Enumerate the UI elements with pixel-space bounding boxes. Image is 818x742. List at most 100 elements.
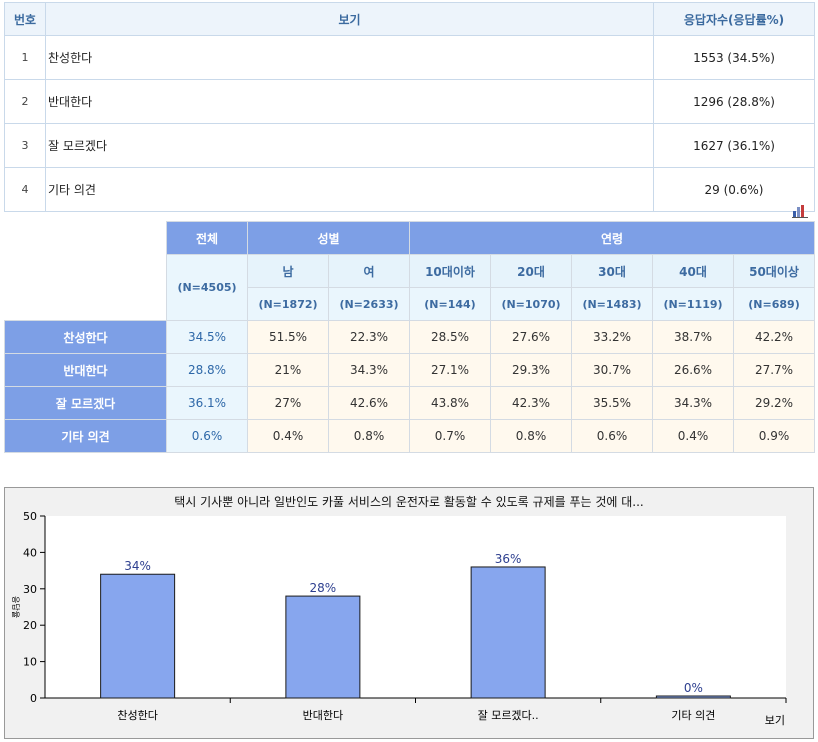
x-tick-label: 기타 의견 — [671, 709, 715, 722]
row-number: 1 — [4, 35, 46, 80]
table-row: 2 반대한다 1296 (28.8%) — [4, 79, 815, 124]
cell-value: 42.2% — [732, 320, 816, 354]
chart-bar — [100, 573, 176, 699]
sub-n: (N=2633) — [328, 287, 410, 321]
response-bar-chart: 택시 기사뿐 아니라 일반인도 카풀 서비스의 운전자로 활동할 수 있도록 규… — [4, 487, 814, 739]
cell-value: 27.6% — [490, 320, 572, 354]
cell-value: 0.7% — [409, 419, 491, 453]
header-option: 보기 — [45, 2, 654, 36]
sub-header: 10대이하 — [409, 254, 491, 288]
y-tick-label: 20 — [23, 619, 37, 632]
y-tick-label: 10 — [23, 656, 37, 669]
row-number: 4 — [4, 167, 46, 212]
table-row: 4 기타 의견 29 (0.6%) — [4, 167, 815, 212]
crosstab-table: 전체 성별 연령 (N=4505) 남 여 10대이하 20대 30대 40대 … — [4, 221, 816, 453]
cell-value: 34.3% — [328, 353, 410, 387]
table-row: 기타 의견 0.6% 0.4% 0.8% 0.7% 0.8% 0.6% 0.4%… — [4, 419, 816, 453]
cell-value: 0.6% — [571, 419, 653, 453]
sub-n: (N=1070) — [490, 287, 572, 321]
cell-value: 0.4% — [652, 419, 734, 453]
y-tick-label: 50 — [23, 510, 37, 523]
response-summary-table: 번호 보기 응답자수(응답률%) 1 찬성한다 1553 (34.5%) 2 반… — [4, 2, 815, 212]
bar-value-label: 28% — [310, 581, 337, 595]
sub-n: (N=689) — [732, 287, 816, 321]
cell-value: 30.7% — [571, 353, 653, 387]
bar-value-label: 36% — [495, 552, 522, 566]
row-count: 1553 (34.5%) — [653, 35, 815, 80]
sub-header: 30대 — [571, 254, 653, 288]
crosstab-subheader-row: (N=4505) 남 여 10대이하 20대 30대 40대 50대이상 — [5, 254, 816, 321]
cell-value: 0.8% — [328, 419, 410, 453]
crosstab-n-row: (N=1872) (N=2633) (N=144) (N=1070) (N=14… — [5, 287, 816, 321]
row-option: 기타 의견 — [45, 167, 654, 212]
row-number: 2 — [4, 79, 46, 124]
table-row: 찬성한다 34.5% 51.5% 22.3% 28.5% 27.6% 33.2%… — [4, 320, 816, 354]
row-label: 잘 모르겠다 — [4, 386, 167, 420]
group-age-header: 연령 — [408, 221, 816, 255]
chart-bar — [285, 595, 361, 699]
row-option: 잘 모르겠다 — [45, 123, 654, 168]
cell-value: 34.3% — [652, 386, 734, 420]
y-tick-label: 0 — [30, 692, 37, 705]
y-tick-label: 40 — [23, 546, 37, 559]
cell-value: 27.1% — [409, 353, 491, 387]
cell-value: 33.2% — [571, 320, 653, 354]
chart-bar — [655, 695, 731, 699]
table-row: 3 잘 모르겠다 1627 (36.1%) — [4, 123, 815, 168]
group-gender-header: 성별 — [247, 221, 410, 255]
row-number: 3 — [4, 123, 46, 168]
cell-value: 21% — [247, 353, 329, 387]
cell-value: 43.8% — [409, 386, 491, 420]
cell-value: 28.5% — [409, 320, 491, 354]
cell-value: 42.6% — [328, 386, 410, 420]
row-total: 0.6% — [166, 419, 248, 453]
sub-header: 20대 — [490, 254, 572, 288]
cell-value: 0.8% — [490, 419, 572, 453]
y-axis-label: 응답율 — [11, 596, 21, 618]
cell-value: 0.4% — [247, 419, 329, 453]
sub-header: 50대이상 — [732, 254, 816, 288]
row-total: 36.1% — [166, 386, 248, 420]
cell-value: 27.7% — [732, 353, 816, 387]
cell-value: 26.6% — [652, 353, 734, 387]
row-option: 반대한다 — [45, 79, 654, 124]
x-tick-label: 잘 모르겠다.. — [478, 709, 539, 722]
sub-header: 40대 — [652, 254, 734, 288]
cell-value: 29.3% — [490, 353, 572, 387]
row-count: 1296 (28.8%) — [653, 79, 815, 124]
x-tick-label: 반대한다 — [303, 709, 343, 722]
table-row: 1 찬성한다 1553 (34.5%) — [4, 35, 815, 80]
chart-canvas: 택시 기사뿐 아니라 일반인도 카풀 서비스의 운전자로 활동할 수 있도록 규… — [11, 495, 787, 727]
crosstab-group-row: 전체 성별 연령 — [4, 221, 816, 321]
row-count: 29 (0.6%) — [653, 167, 815, 212]
sub-header: 여 — [328, 254, 410, 288]
y-tick-label: 30 — [23, 583, 37, 596]
cell-value: 42.3% — [490, 386, 572, 420]
header-count: 응답자수(응답률%) — [653, 2, 815, 36]
table-row: 반대한다 28.8% 21% 34.3% 27.1% 29.3% 30.7% 2… — [4, 353, 816, 387]
sub-n: (N=144) — [409, 287, 491, 321]
row-count: 1627 (36.1%) — [653, 123, 815, 168]
x-axis-label: 보기 — [765, 714, 785, 727]
cell-value: 35.5% — [571, 386, 653, 420]
sub-header: 남 — [247, 254, 329, 288]
row-total: 34.5% — [166, 320, 248, 354]
sub-n: (N=1872) — [247, 287, 329, 321]
row-label: 기타 의견 — [4, 419, 167, 453]
table-header-row: 번호 보기 응답자수(응답률%) — [4, 2, 815, 36]
cell-value: 27% — [247, 386, 329, 420]
row-label: 반대한다 — [4, 353, 167, 387]
chart-title: 택시 기사뿐 아니라 일반인도 카풀 서비스의 운전자로 활동할 수 있도록 규… — [174, 495, 644, 509]
bar-value-label: 34% — [124, 559, 151, 573]
chart-bar — [470, 566, 546, 699]
cell-value: 51.5% — [247, 320, 329, 354]
row-total: 28.8% — [166, 353, 248, 387]
bar-value-label: 0% — [684, 681, 703, 695]
bar-chart-icon[interactable] — [792, 204, 808, 218]
cell-value: 29.2% — [732, 386, 816, 420]
sub-n: (N=1483) — [571, 287, 653, 321]
table-row: 잘 모르겠다 36.1% 27% 42.6% 43.8% 42.3% 35.5%… — [4, 386, 816, 420]
group-total-header: 전체 — [166, 221, 248, 255]
header-number: 번호 — [4, 2, 46, 36]
sub-n: (N=1119) — [652, 287, 734, 321]
